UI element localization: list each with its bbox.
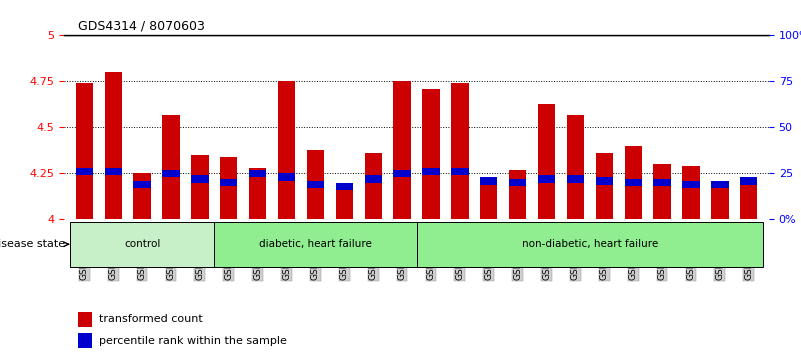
Bar	[625, 146, 642, 219]
Text: control: control	[124, 239, 160, 249]
Text: GSM662174: GSM662174	[542, 225, 551, 280]
Bar	[307, 181, 324, 188]
Text: GSM662167: GSM662167	[340, 225, 348, 280]
Bar	[364, 153, 382, 219]
Bar	[78, 312, 92, 327]
Bar	[278, 173, 296, 181]
Bar	[596, 177, 613, 184]
Bar	[567, 115, 584, 219]
FancyBboxPatch shape	[70, 222, 215, 267]
Text: GSM662177: GSM662177	[629, 225, 638, 280]
Bar	[307, 149, 324, 219]
Bar	[480, 183, 497, 219]
Bar	[364, 175, 382, 183]
Bar	[249, 168, 266, 219]
Text: GSM662181: GSM662181	[744, 225, 753, 280]
Bar	[509, 170, 526, 219]
Text: GSM662161: GSM662161	[167, 225, 175, 280]
Text: percentile rank within the sample: percentile rank within the sample	[99, 336, 288, 346]
Bar	[711, 181, 729, 188]
Bar	[537, 103, 555, 219]
Text: non-diabetic, heart failure: non-diabetic, heart failure	[521, 239, 658, 249]
Text: GSM662175: GSM662175	[571, 225, 580, 280]
Bar	[711, 183, 729, 219]
Text: GSM662180: GSM662180	[715, 225, 724, 280]
Text: GSM662170: GSM662170	[426, 225, 436, 280]
Bar	[220, 157, 237, 219]
Bar	[567, 175, 584, 183]
Bar	[596, 153, 613, 219]
Text: transformed count: transformed count	[99, 314, 203, 325]
Bar	[740, 177, 758, 184]
Bar	[336, 183, 353, 190]
Bar	[163, 115, 179, 219]
Bar	[104, 72, 122, 219]
Text: GSM662178: GSM662178	[658, 225, 666, 280]
Bar	[654, 179, 670, 186]
Text: GSM662171: GSM662171	[455, 225, 465, 280]
Text: GSM662165: GSM662165	[282, 225, 291, 280]
Bar	[422, 168, 440, 175]
Text: GSM662176: GSM662176	[600, 225, 609, 280]
Text: diabetic, heart failure: diabetic, heart failure	[259, 239, 372, 249]
Text: GSM662169: GSM662169	[397, 225, 407, 280]
Text: GSM662163: GSM662163	[224, 225, 233, 280]
Bar	[393, 81, 411, 219]
Text: GSM662164: GSM662164	[253, 225, 262, 280]
Bar	[75, 83, 93, 219]
Bar	[682, 166, 699, 219]
Bar	[249, 170, 266, 177]
Bar	[163, 170, 179, 177]
FancyBboxPatch shape	[417, 222, 763, 267]
Bar	[134, 181, 151, 188]
Bar	[740, 181, 758, 219]
Bar	[191, 155, 208, 219]
Bar	[509, 179, 526, 186]
Text: GSM662160: GSM662160	[138, 225, 147, 280]
Text: GSM662179: GSM662179	[686, 225, 695, 280]
Bar	[191, 175, 208, 183]
Bar	[336, 183, 353, 219]
Bar	[625, 179, 642, 186]
FancyBboxPatch shape	[215, 222, 417, 267]
Bar	[393, 170, 411, 177]
Bar	[654, 164, 670, 219]
Bar	[451, 168, 469, 175]
Bar	[134, 173, 151, 219]
Text: GSM662162: GSM662162	[195, 225, 204, 280]
Text: GSM662159: GSM662159	[109, 225, 118, 280]
Text: GSM662166: GSM662166	[311, 225, 320, 280]
Text: GSM662158: GSM662158	[80, 225, 89, 280]
Text: GSM662168: GSM662168	[368, 225, 378, 280]
Bar	[451, 83, 469, 219]
Text: GDS4314 / 8070603: GDS4314 / 8070603	[78, 20, 205, 33]
Bar	[480, 177, 497, 184]
Bar	[537, 175, 555, 183]
Bar	[220, 179, 237, 186]
Bar	[278, 81, 296, 219]
Bar	[682, 181, 699, 188]
Text: disease state: disease state	[0, 239, 69, 249]
Bar	[75, 168, 93, 175]
Text: GSM662172: GSM662172	[485, 225, 493, 280]
Bar	[422, 89, 440, 219]
Text: GSM662173: GSM662173	[513, 225, 522, 280]
Bar	[104, 168, 122, 175]
Bar	[78, 333, 92, 348]
